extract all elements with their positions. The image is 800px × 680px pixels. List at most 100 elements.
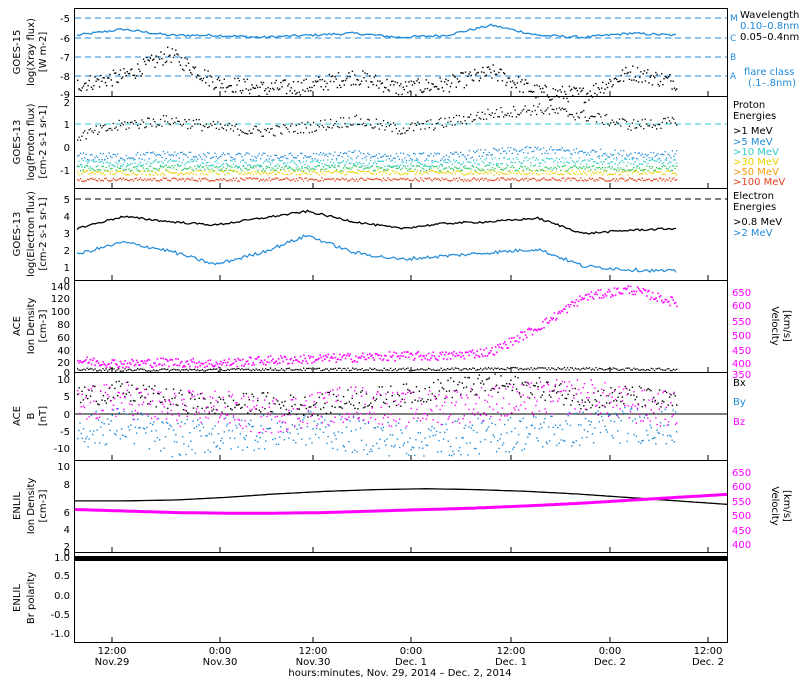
ace-by-series-point — [483, 419, 485, 422]
ace-bx-series-point — [358, 402, 360, 404]
proton-series-1-point — [374, 155, 376, 157]
proton-series-1-point — [534, 146, 536, 148]
ace-by-series-point — [650, 427, 652, 429]
proton-series-5-point — [107, 179, 109, 181]
ace-velocity-series-point — [620, 292, 623, 294]
proton-series-2-point — [225, 163, 227, 165]
xray-short-series-point — [524, 79, 527, 81]
proton-series-3-point — [358, 166, 360, 168]
proton-series-1-point — [350, 157, 352, 159]
ace-bx-series-point — [411, 401, 413, 404]
proton-series-4-point — [473, 173, 475, 175]
proton-series-2-point — [670, 162, 672, 164]
xray-short-series-point — [566, 97, 568, 100]
proton-series-2-point — [518, 161, 520, 163]
ace-density-series-point — [175, 369, 177, 371]
xray-short-series-point — [392, 80, 394, 82]
ace-density-series-point — [99, 369, 101, 371]
ace-bx-series-point — [304, 396, 306, 398]
ace-bx-series-point — [381, 386, 383, 388]
proton-series-3-point — [220, 169, 222, 171]
xray-short-series-point — [423, 90, 425, 93]
proton-series-5-point — [638, 178, 641, 180]
ace-bx-series-point — [321, 393, 323, 395]
proton-series-2-point — [165, 164, 167, 166]
proton-series-4-point — [237, 171, 239, 173]
ace-bx-series-point — [332, 393, 335, 396]
ace-bx-series-point — [340, 406, 342, 408]
proton-series-5-point — [211, 180, 213, 182]
ace-velocity-series-point — [453, 350, 455, 353]
xray-short-series-point — [612, 84, 614, 86]
ace-velocity-series-point — [393, 351, 395, 354]
proton-series-1-point — [91, 154, 93, 156]
xray-short-series-point — [171, 48, 173, 50]
ace-by-series-point — [116, 430, 118, 432]
proton-series-5-point — [397, 179, 399, 181]
proton-series-3-point — [600, 168, 602, 170]
proton-series-3-point — [182, 168, 185, 171]
proton-series-2-point — [673, 159, 675, 161]
ace-bx-series-point — [342, 395, 345, 398]
ace-by-series-point — [549, 440, 551, 442]
ace-velocity-series-point — [631, 290, 633, 293]
ace-by-series-point — [366, 453, 369, 455]
proton-series-3-point — [240, 168, 242, 170]
ace-velocity-series-point — [676, 305, 678, 308]
proton-series-0-point — [374, 126, 376, 128]
ace-velocity-series-point — [320, 356, 323, 359]
xray-short-series-point — [197, 74, 199, 76]
proton-series-0-point — [585, 120, 588, 122]
ace-by-series-point — [531, 424, 534, 427]
proton-series-2-point — [524, 157, 526, 159]
proton-series-5-point — [465, 180, 468, 182]
ace-by-series-point — [163, 447, 165, 449]
proton-series-5-point — [385, 179, 388, 182]
ace-by-series-point — [444, 431, 446, 434]
proton-series-1-point — [228, 153, 230, 155]
ace-by-series-point — [157, 417, 160, 420]
proton-series-0-point — [428, 127, 430, 129]
ace-density-series-point — [584, 368, 586, 370]
proton-series-5-point — [241, 178, 243, 180]
proton-series-5-point — [530, 179, 532, 181]
ace-density-series-point — [676, 368, 678, 370]
proton-series-5-point — [89, 178, 92, 180]
ace-velocity-series-point — [279, 362, 281, 364]
ace-density-series-point — [527, 367, 529, 370]
proton-series-2-point — [265, 165, 267, 167]
proton-series-2-point — [437, 161, 439, 163]
proton-series-4-point — [537, 173, 539, 176]
ace-velocity-series-point — [617, 287, 619, 290]
ace-by-series-point — [231, 430, 234, 432]
ace-density-series-point — [587, 367, 589, 370]
proton-series-1-point — [210, 157, 212, 159]
ace-bx-series-point — [380, 394, 382, 396]
xray-short-series-point — [626, 72, 628, 75]
proton-series-5-point — [391, 179, 393, 181]
ace-bx-series-point — [258, 409, 260, 411]
ace-velocity-series-point — [663, 301, 665, 303]
proton-series-3-point — [657, 168, 659, 170]
xray-short-series-point — [617, 80, 619, 83]
ace-density-series-point — [397, 368, 400, 371]
ace-velocity-series-point — [147, 358, 149, 361]
ace-velocity-series-point — [594, 293, 596, 295]
ace-density-series-point — [295, 368, 297, 371]
proton-series-5-point — [444, 178, 446, 180]
proton-series-1-point — [421, 152, 423, 155]
ace-density-series-point — [473, 367, 475, 370]
xray-short-series-point — [200, 77, 202, 80]
proton-series-1-point — [169, 154, 172, 157]
ace-by-series-point — [170, 425, 172, 428]
proton-series-2-point — [327, 159, 329, 161]
proton-series-4-point — [260, 173, 262, 176]
proton-series-2-point — [341, 161, 343, 163]
proton-series-1-point — [245, 152, 247, 154]
ace-by-series-point — [577, 423, 580, 426]
proton-series-0-point — [191, 125, 193, 127]
proton-series-2-point — [267, 160, 269, 162]
proton-series-5-point — [475, 179, 478, 181]
ace-velocity-series-point — [388, 351, 391, 353]
xray-short-series-point — [94, 76, 96, 78]
